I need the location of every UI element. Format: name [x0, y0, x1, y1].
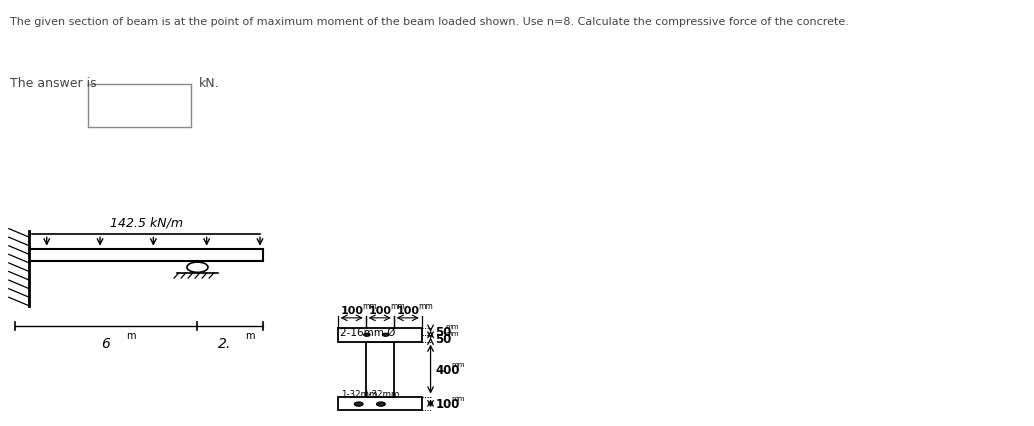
Text: mm: mm — [390, 301, 405, 310]
Text: 1-32mm: 1-32mm — [363, 389, 399, 398]
Text: m: m — [245, 331, 254, 340]
Circle shape — [355, 402, 363, 406]
Text: m: m — [126, 331, 136, 340]
Text: 100: 100 — [435, 397, 459, 410]
Text: mm: mm — [451, 395, 464, 401]
Text: mm: mm — [446, 331, 459, 337]
Text: mm: mm — [451, 361, 464, 367]
Text: The answer is: The answer is — [10, 77, 97, 89]
Text: 100: 100 — [340, 305, 363, 315]
Text: 142.5 kN/m: 142.5 kN/m — [110, 216, 183, 229]
Circle shape — [376, 402, 386, 406]
Bar — [338, 397, 422, 410]
Text: kN.: kN. — [199, 77, 219, 89]
Text: 1-32mm: 1-32mm — [340, 389, 376, 398]
Text: 100: 100 — [368, 305, 391, 315]
Bar — [366, 342, 394, 397]
Bar — [338, 328, 422, 342]
Text: mm: mm — [446, 323, 459, 330]
Text: 2-16mm Ø: 2-16mm Ø — [340, 328, 396, 337]
Text: 100: 100 — [396, 305, 419, 315]
Text: 2.: 2. — [218, 336, 231, 350]
Text: 400: 400 — [435, 363, 460, 376]
Circle shape — [364, 334, 370, 337]
Text: 50: 50 — [435, 325, 452, 338]
Circle shape — [383, 334, 389, 337]
Text: 6: 6 — [101, 336, 111, 350]
Text: mm: mm — [362, 301, 377, 310]
Text: mm: mm — [419, 301, 433, 310]
Circle shape — [187, 262, 208, 273]
Text: 50: 50 — [435, 332, 452, 345]
Text: The given section of beam is at the point of maximum moment of the beam loaded s: The given section of beam is at the poin… — [10, 17, 849, 27]
